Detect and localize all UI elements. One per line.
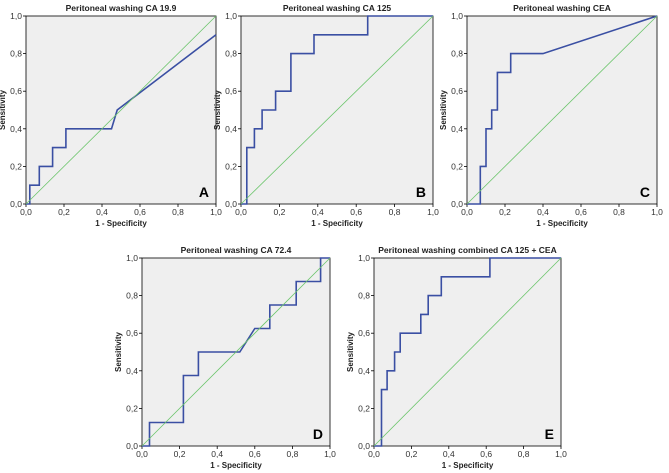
y-tick-label: 0,8: [225, 49, 237, 59]
roc-curve-line: [241, 15, 433, 205]
x-axis-label: 1 - Specificity: [210, 461, 262, 470]
x-tick-label: 0,8: [613, 207, 625, 217]
y-tick-label: 0,6: [225, 86, 237, 96]
x-axis-label: 1 - Specificity: [311, 219, 363, 228]
y-tick-label: 0,0: [358, 441, 370, 451]
y-tick-label: 0,8: [358, 291, 370, 301]
y-tick-label: 0,2: [451, 161, 463, 171]
y-tick-label: 1,0: [10, 11, 22, 21]
chart-title: Peritoneal washing CA 19.9: [66, 3, 177, 13]
panel-letter: E: [545, 426, 554, 442]
x-tick-label: 0,8: [518, 449, 530, 459]
x-tick-label: 0,2: [174, 449, 186, 459]
x-tick-label: 1,0: [210, 207, 222, 217]
x-tick-label: 0,2: [499, 207, 511, 217]
y-tick-label: 1,0: [126, 253, 138, 263]
panel-b: 0,0 0,2 0,4 0,6 0,8 1,00,00,20,40,60,81,0Peri…: [213, 3, 439, 228]
y-tick-label: 0,8: [10, 49, 22, 59]
roc-curve-line: [467, 15, 658, 205]
x-tick-label: 0,4: [443, 449, 455, 459]
y-tick-label: 0,4: [451, 124, 463, 134]
y-tick-label: 0,2: [225, 161, 237, 171]
x-tick-label: 0,6: [350, 207, 362, 217]
y-axis-label: Sensitivity: [346, 331, 355, 372]
x-tick-label: 1,0: [651, 207, 663, 217]
x-tick-label: 0,2: [273, 207, 285, 217]
panel-d: 0,0 0,2 0,4 0,6 0,8 1,0 0,0 0,2 0,4 0,6 0,8 1,0 Peri…: [114, 245, 336, 470]
x-tick-label: 0,6: [480, 449, 492, 459]
y-axis-label: Sensitivity: [213, 89, 222, 130]
roc-curve-line: [26, 34, 217, 205]
y-tick-label: 0,0: [10, 199, 22, 209]
x-tick-label: 0,6: [134, 207, 146, 217]
y-axis-label: Sensitivity: [0, 89, 7, 130]
panel-letter: B: [416, 184, 426, 200]
y-tick-label: 0,6: [126, 328, 138, 338]
y-tick-label: 0,4: [358, 366, 370, 376]
x-tick-label: 0,4: [96, 207, 108, 217]
roc-curve-line: [374, 257, 561, 447]
x-tick-label: 1,0: [427, 207, 439, 217]
x-tick-label: 0,6: [575, 207, 587, 217]
x-tick-label: 1,0: [555, 449, 567, 459]
y-tick-label: 1,0: [225, 11, 237, 21]
y-tick-label: 1,0: [358, 253, 370, 263]
x-axis-label: 1 - Specificity: [442, 461, 494, 470]
x-tick-label: 0,4: [211, 449, 223, 459]
x-tick-label: 0,0: [20, 207, 32, 217]
x-tick-label: 0,0: [136, 449, 148, 459]
y-tick-label: 0,2: [358, 403, 370, 413]
x-tick-label: 0,0: [235, 207, 247, 217]
y-tick-label: 0,2: [126, 403, 138, 413]
reference-diagonal-line: [141, 257, 331, 447]
chart-title: Peritoneal washing CA 125: [283, 3, 392, 13]
panel-letter: A: [199, 184, 209, 200]
x-tick-label: 0,8: [389, 207, 401, 217]
y-tick-label: 0,0: [225, 199, 237, 209]
x-tick-label: 0,2: [405, 449, 417, 459]
chart-title: Peritoneal washing CEA: [513, 3, 611, 13]
y-tick-label: 0,4: [225, 124, 237, 134]
panel-letter: C: [640, 184, 650, 200]
y-tick-label: 0,8: [451, 49, 463, 59]
y-tick-label: 0,0: [126, 441, 138, 451]
x-axis-label: 1 - Specificity: [536, 219, 588, 228]
x-axis-label: 1 - Specificity: [95, 219, 147, 228]
y-tick-label: 0,8: [126, 291, 138, 301]
y-axis-label: Sensitivity: [114, 331, 123, 372]
y-tick-label: 1,0: [451, 11, 463, 21]
x-tick-label: 0,8: [286, 449, 298, 459]
reference-diagonal-line: [373, 257, 562, 447]
x-tick-label: 0,0: [368, 449, 380, 459]
reference-diagonal-line: [240, 15, 434, 205]
x-tick-label: 0,0: [461, 207, 473, 217]
y-tick-label: 0,6: [358, 328, 370, 338]
x-tick-label: 0,4: [312, 207, 324, 217]
x-tick-label: 0,8: [172, 207, 184, 217]
chart-title: Peritoneal washing CA 72.4: [181, 245, 292, 255]
reference-diagonal-line: [25, 15, 217, 205]
y-tick-label: 0,6: [10, 86, 22, 96]
x-tick-label: 0,4: [537, 207, 549, 217]
panel-e: 0,0 0,2 0,4 0,6 0,8 1,0 0,0 0,2 0,4 0,6 0,8 1,0 Peri…: [346, 245, 567, 470]
y-tick-label: 0,4: [10, 124, 22, 134]
y-tick-label: 0,0: [451, 199, 463, 209]
y-tick-label: 0,6: [451, 86, 463, 96]
panel-c: 0,0 0,2 0,4 0,6 0,8 1,0 0,0 0,2 0,4 0,6 0,8 1,0 Peri…: [439, 3, 663, 228]
y-axis-label: Sensitivity: [439, 89, 448, 130]
x-tick-label: 0,6: [249, 449, 261, 459]
panel-a: 0,0 0,2 0,4 0,6 0,8 1,0 0,0 0,2 0,4 0,6 0,8 1,0 Peri…: [0, 3, 222, 228]
x-tick-label: 1,0: [324, 449, 336, 459]
reference-diagonal-line: [466, 15, 658, 205]
y-tick-label: 0,4: [126, 366, 138, 376]
panel-letter: D: [313, 426, 323, 442]
chart-title: Peritoneal washing combined CA 125 + CEA: [378, 245, 556, 255]
x-tick-label: 0,2: [58, 207, 70, 217]
y-tick-label: 0,2: [10, 161, 22, 171]
